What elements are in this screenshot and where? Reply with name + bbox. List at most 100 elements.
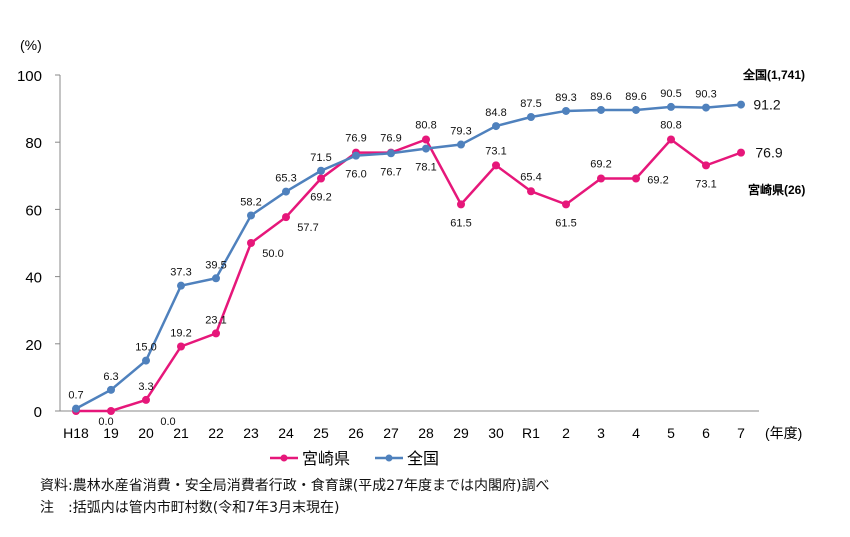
data-label: 89.3 bbox=[555, 92, 576, 104]
data-point bbox=[562, 106, 570, 115]
data-label: 90.3 bbox=[695, 89, 716, 101]
source-note: 資料:農林水産省消費・安全局消費者行政・食育課(平成27年度までは内閣府)調べ bbox=[40, 478, 550, 494]
data-point bbox=[527, 113, 535, 121]
data-point bbox=[702, 103, 710, 112]
data-point bbox=[527, 187, 535, 196]
data-point bbox=[212, 274, 220, 283]
data-label: 39.5 bbox=[205, 259, 226, 271]
data-point bbox=[177, 281, 185, 290]
data-label: 73.1 bbox=[695, 178, 716, 190]
data-label: 50.0 bbox=[262, 248, 283, 260]
x-tick-label: 5 bbox=[667, 425, 675, 441]
data-label: 80.8 bbox=[660, 120, 681, 132]
data-point bbox=[737, 100, 745, 109]
data-point bbox=[247, 239, 255, 247]
y-tick-label: 80 bbox=[25, 135, 42, 152]
data-point bbox=[387, 149, 395, 158]
legend-marker bbox=[280, 454, 288, 462]
data-point bbox=[317, 174, 325, 183]
data-label: 69.2 bbox=[590, 158, 611, 170]
data-point bbox=[667, 102, 675, 111]
x-tick-label: 25 bbox=[313, 425, 329, 441]
x-tick-label: 7 bbox=[737, 425, 745, 441]
data-label: 90.5 bbox=[660, 88, 681, 100]
data-point bbox=[422, 135, 430, 144]
data-label: 89.6 bbox=[590, 91, 611, 103]
x-tick-label: 26 bbox=[348, 425, 364, 441]
data-label: 91.2 bbox=[753, 97, 780, 113]
data-label: 65.4 bbox=[520, 171, 541, 183]
data-label: 76.9 bbox=[345, 133, 366, 145]
series-end-label-miyazaki: 宮崎県(26) bbox=[748, 182, 805, 197]
data-label: 76.7 bbox=[380, 166, 401, 178]
data-label: 79.3 bbox=[450, 126, 471, 138]
data-point bbox=[282, 187, 290, 196]
legend-label: 全国 bbox=[407, 450, 439, 468]
x-tick-label: 28 bbox=[418, 425, 434, 441]
data-label: 65.3 bbox=[275, 173, 296, 185]
data-point bbox=[422, 144, 430, 153]
x-tick-label: 6 bbox=[702, 425, 710, 441]
data-point bbox=[142, 395, 150, 404]
data-point bbox=[492, 161, 500, 170]
data-label: 78.1 bbox=[415, 162, 436, 174]
data-point bbox=[107, 407, 115, 415]
x-tick-label: 29 bbox=[453, 425, 469, 441]
data-point bbox=[632, 105, 640, 114]
series-end-label-national: 全国(1,741) bbox=[742, 67, 805, 82]
data-point bbox=[247, 211, 255, 220]
x-tick-label: 4 bbox=[632, 425, 640, 441]
data-label: 89.6 bbox=[625, 91, 646, 103]
data-point bbox=[107, 385, 115, 394]
y-axis-label: (%) bbox=[20, 37, 42, 53]
data-label: 19.2 bbox=[170, 327, 191, 339]
data-point bbox=[492, 122, 500, 131]
data-label: 69.2 bbox=[310, 191, 331, 203]
data-label: 0.7 bbox=[68, 390, 83, 402]
data-point bbox=[457, 200, 465, 209]
data-point bbox=[597, 174, 605, 183]
x-tick-label: 27 bbox=[383, 425, 399, 441]
data-point bbox=[282, 213, 290, 222]
data-label: 57.7 bbox=[297, 222, 318, 234]
y-tick-label: 100 bbox=[17, 68, 42, 85]
data-label: 76.0 bbox=[345, 169, 366, 181]
data-point bbox=[702, 161, 710, 170]
data-label: 61.5 bbox=[450, 217, 471, 229]
series-line-national bbox=[75, 103, 742, 410]
data-point bbox=[177, 342, 185, 351]
data-point bbox=[317, 166, 325, 175]
data-label: 73.1 bbox=[485, 145, 506, 157]
data-point bbox=[457, 140, 465, 149]
x-tick-label: 23 bbox=[243, 425, 259, 441]
data-label: 6.3 bbox=[103, 371, 118, 383]
x-tick-label: 20 bbox=[138, 425, 154, 441]
series-line-miyazaki bbox=[76, 137, 742, 413]
x-tick-label: 24 bbox=[278, 425, 294, 441]
data-label: 15.0 bbox=[135, 342, 156, 354]
data-point bbox=[562, 200, 570, 209]
data-label: 0.0 bbox=[98, 416, 113, 428]
x-tick-label: H18 bbox=[63, 425, 89, 441]
data-point bbox=[352, 151, 360, 160]
y-tick-label: 20 bbox=[25, 337, 42, 354]
data-label: 80.8 bbox=[415, 120, 436, 132]
data-label: 84.8 bbox=[485, 107, 506, 119]
x-tick-label: 19 bbox=[103, 425, 119, 441]
data-label: 76.9 bbox=[755, 145, 782, 161]
data-point bbox=[597, 105, 605, 114]
data-label: 58.2 bbox=[240, 196, 261, 208]
x-tick-label: R1 bbox=[522, 425, 540, 441]
data-point bbox=[667, 135, 675, 144]
data-label: 76.9 bbox=[380, 133, 401, 145]
legend-marker bbox=[385, 454, 393, 462]
data-point bbox=[72, 404, 80, 413]
legend-label: 宮崎県 bbox=[302, 450, 350, 468]
x-tick-label: 21 bbox=[173, 425, 189, 441]
x-axis-label: (年度) bbox=[765, 425, 802, 441]
data-label: 87.5 bbox=[520, 98, 541, 110]
y-tick-label: 0 bbox=[34, 404, 42, 421]
data-label: 0.0 bbox=[160, 416, 175, 428]
